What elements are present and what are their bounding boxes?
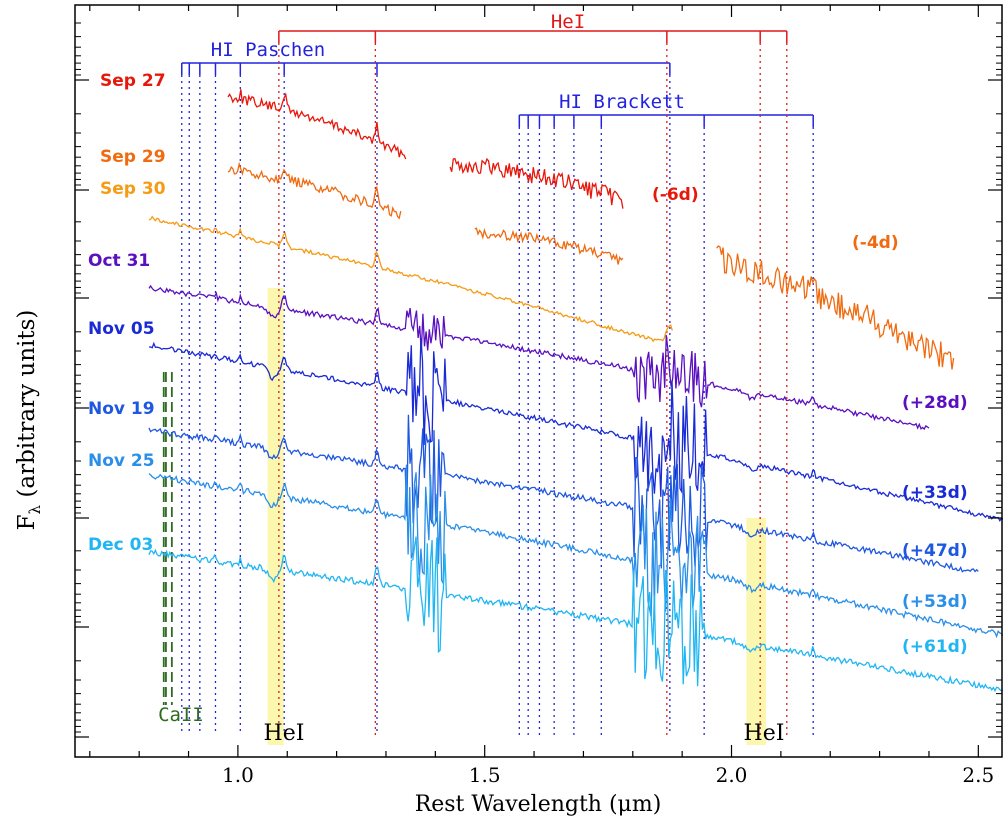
phase-plus33: (+33d) [902, 483, 968, 503]
spectrum-sep29 [228, 164, 401, 218]
label-oct31: Oct 31 [88, 251, 150, 271]
hei-highlight-band-1 [268, 288, 284, 745]
label-nov25: Nov 25 [88, 451, 155, 471]
hei-top-label: HeI [551, 11, 585, 33]
phase-minus4: (-4d) [852, 233, 899, 253]
label-dec03: Dec 03 [88, 535, 153, 555]
x-tick-label: 2.0 [716, 763, 748, 787]
x-tick-label: 1.5 [469, 763, 501, 787]
label-sep30: Sep 30 [100, 179, 166, 199]
hei-band1-label: HeI [264, 721, 305, 746]
spectrum-sep27-part2 [450, 159, 623, 209]
label-sep29: Sep 29 [100, 147, 166, 167]
spectrum-sep30 [149, 217, 672, 342]
hei-band2-label: HeI [744, 721, 785, 746]
phase-plus47: (+47d) [902, 541, 968, 561]
phase-plus61: (+61d) [902, 637, 968, 657]
spectrum-sep27 [228, 89, 406, 159]
label-nov19: Nov 19 [88, 399, 155, 419]
phase-minus6: (-6d) [652, 185, 699, 205]
spectrum-sep29 [717, 246, 954, 369]
x-tick-label: 2.5 [962, 763, 994, 787]
x-tick-label: 1.0 [222, 763, 254, 787]
x-axis-label: Rest Wavelength (μm) [415, 792, 662, 817]
phase-plus28: (+28d) [902, 393, 968, 413]
label-sep27: Sep 27 [100, 71, 166, 91]
phase-plus53: (+53d) [902, 592, 968, 612]
plot-frame [75, 5, 1002, 757]
hei-highlight-band-2 [746, 518, 766, 745]
paschen-label: HI Paschen [211, 39, 325, 61]
label-nov05: Nov 05 [88, 319, 155, 339]
caii-label: CaII [158, 704, 204, 726]
y-axis-label: Fλ (arbitrary units) [14, 310, 44, 531]
brackett-label: HI Brackett [559, 91, 685, 113]
